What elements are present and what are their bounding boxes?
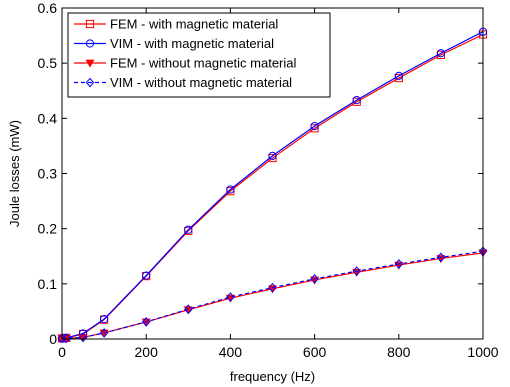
data-point bbox=[226, 185, 235, 194]
data-point bbox=[226, 292, 235, 302]
data-point bbox=[310, 121, 319, 131]
data-point bbox=[394, 71, 403, 80]
legend-marker bbox=[85, 77, 95, 88]
legend-box bbox=[67, 12, 331, 98]
legend-item: VIM - without magnetic material bbox=[74, 75, 292, 90]
data-point bbox=[352, 266, 361, 277]
data-point bbox=[436, 252, 446, 263]
data-point bbox=[268, 151, 277, 160]
legend-item: FEM - with magnetic material bbox=[74, 17, 278, 32]
data-point bbox=[61, 333, 71, 344]
y-tick-label: 0.6 bbox=[38, 0, 58, 16]
data-point bbox=[394, 259, 404, 269]
x-tick-label: 0 bbox=[58, 344, 66, 360]
x-tick-label: 1000 bbox=[467, 344, 498, 360]
legend-label: VIM - without magnetic material bbox=[110, 75, 292, 90]
legend-marker bbox=[85, 39, 95, 48]
y-axis-ticks: 0 0.1 0.2 0.3 0.4 0.5 0.6 bbox=[38, 0, 483, 347]
data-point bbox=[78, 332, 88, 343]
x-axis-label: frequency (Hz) bbox=[230, 369, 315, 384]
x-tick-label: 600 bbox=[303, 344, 327, 360]
data-point bbox=[310, 274, 319, 284]
data-point bbox=[141, 317, 151, 327]
legend-label: VIM - with magnetic material bbox=[110, 36, 274, 51]
data-point bbox=[184, 304, 193, 315]
series-line bbox=[62, 250, 484, 340]
y-tick-label: 0 bbox=[49, 331, 57, 347]
data-point bbox=[99, 328, 109, 338]
legend-label: FEM - with magnetic material bbox=[110, 17, 278, 32]
y-tick-label: 0.1 bbox=[38, 276, 58, 292]
data-point bbox=[436, 49, 445, 58]
data-point bbox=[184, 225, 193, 234]
series-lines bbox=[57, 27, 488, 344]
y-tick-label: 0.3 bbox=[38, 166, 58, 182]
y-tick-label: 0.2 bbox=[38, 221, 58, 237]
data-point bbox=[100, 315, 109, 324]
legend-marker bbox=[85, 59, 95, 68]
legend-label: FEM - without magnetic material bbox=[110, 56, 297, 71]
y-axis-label: Joule losses (mW) bbox=[7, 120, 22, 227]
x-tick-label: 800 bbox=[387, 344, 411, 360]
data-point bbox=[268, 282, 277, 293]
legend: FEM - with magnetic material VIM - with m… bbox=[67, 12, 331, 98]
data-point bbox=[142, 271, 151, 280]
y-tick-label: 0.5 bbox=[38, 55, 58, 71]
y-tick-label: 0.4 bbox=[38, 110, 58, 126]
legend-item: FEM - without magnetic material bbox=[74, 56, 297, 71]
x-axis-ticks: 0 200 400 600 800 1000 bbox=[58, 8, 499, 360]
series-4 bbox=[57, 246, 488, 344]
x-tick-label: 400 bbox=[219, 344, 243, 360]
legend-marker bbox=[85, 19, 95, 29]
data-point bbox=[352, 96, 361, 105]
legend-item: VIM - with magnetic material bbox=[74, 36, 274, 51]
x-tick-label: 200 bbox=[135, 344, 159, 360]
